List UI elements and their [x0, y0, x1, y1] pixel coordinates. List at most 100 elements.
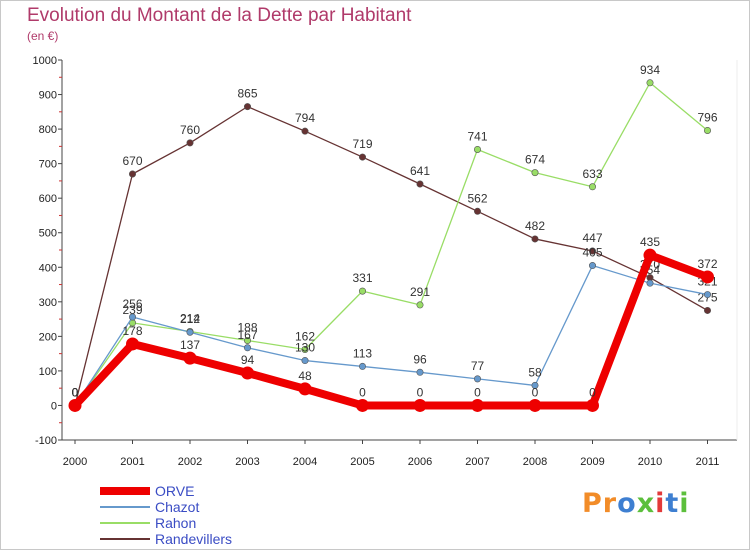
data-point [183, 351, 197, 365]
y-tick-label: 300 [39, 297, 57, 309]
chart-subtitle: (en €) [27, 29, 59, 43]
data-label: 212 [180, 312, 200, 326]
data-point [473, 375, 481, 383]
x-tick-label: 2011 [696, 456, 720, 468]
logo-letter: i [679, 488, 690, 519]
x-tick-label: 2006 [408, 456, 432, 468]
data-point [129, 313, 137, 321]
data-label: 291 [410, 285, 430, 299]
data-point [358, 287, 366, 295]
data-point [358, 153, 366, 161]
data-point [126, 337, 139, 351]
data-label: 137 [180, 338, 200, 352]
data-point [703, 291, 711, 299]
data-label: 719 [352, 137, 372, 151]
data-label: 113 [353, 346, 372, 360]
x-tick-label: 2008 [523, 456, 547, 468]
y-tick-label: 600 [39, 193, 57, 205]
data-point [244, 103, 252, 111]
data-label: 0 [532, 385, 539, 399]
chart-title: Evolution du Montant de la Dette par Hab… [27, 5, 412, 26]
y-tick-label: 800 [39, 124, 57, 136]
data-point [129, 170, 137, 178]
data-point [186, 328, 194, 336]
data-label: 482 [525, 219, 545, 233]
data-point [473, 145, 481, 153]
y-tick-label: -100 [35, 435, 57, 447]
data-point [586, 398, 599, 412]
data-label: 214 [180, 312, 200, 326]
data-label: 331 [352, 271, 372, 285]
logo-letter: r [602, 488, 618, 519]
data-label: 0 [72, 385, 79, 399]
data-point [643, 248, 657, 262]
x-tick-label: 2005 [350, 456, 374, 468]
series-rahon: 0 239 214 188 162 331 291 741 674 633 934 796 [71, 63, 718, 409]
data-point [646, 279, 654, 287]
logo-letter: o [617, 488, 637, 519]
data-point [301, 345, 309, 353]
data-point [301, 127, 309, 135]
logo-letter: x [636, 488, 656, 519]
data-label: 405 [582, 246, 602, 260]
x-tick-label: 2007 [465, 456, 489, 468]
data-label: 372 [697, 257, 717, 271]
data-label: 447 [582, 231, 602, 245]
data-point [703, 126, 711, 134]
logo-letter: t [665, 488, 680, 519]
data-point [358, 362, 366, 370]
legend-label: Rahon [155, 515, 196, 531]
data-point [646, 79, 654, 87]
data-point [244, 337, 252, 345]
logo-letter: P [582, 488, 603, 519]
data-label: 0 [417, 385, 424, 399]
data-point [298, 382, 312, 396]
y-tick-label: 0 [51, 400, 57, 412]
y-tick-label: 100 [39, 366, 57, 378]
data-point [301, 357, 309, 365]
data-label: 58 [528, 365, 542, 379]
series-line [71, 251, 712, 410]
data-point [588, 247, 596, 255]
data-label: 865 [237, 87, 257, 101]
data-point [701, 270, 714, 284]
data-point [416, 368, 424, 376]
data-point [241, 366, 254, 380]
data-label: 162 [295, 329, 315, 343]
data-point [244, 344, 252, 352]
data-label: 796 [697, 110, 717, 124]
data-point [471, 398, 484, 412]
data-label: 96 [413, 352, 427, 366]
data-label: 0 [474, 385, 481, 399]
y-tick-label: 700 [39, 159, 57, 171]
data-point [416, 180, 424, 188]
x-tick-label: 2000 [63, 456, 87, 468]
data-point [186, 139, 194, 147]
data-point [413, 398, 427, 412]
data-label: 674 [525, 153, 545, 167]
data-label: 0 [72, 385, 79, 399]
legend-label: Chazot [155, 499, 199, 515]
series-orve: 0 178 137 94 48 0 0 0 0 0 435 372 [68, 235, 718, 412]
data-label: 0 [72, 385, 79, 399]
data-label: 633 [582, 167, 602, 181]
data-label: 760 [180, 123, 200, 137]
data-label: 48 [298, 369, 312, 383]
data-label: 178 [122, 324, 142, 338]
data-label: 435 [640, 235, 660, 249]
data-point [356, 398, 369, 412]
series-line [74, 264, 709, 407]
y-tick-label: 400 [39, 262, 57, 274]
data-point [68, 398, 82, 412]
data-label: 741 [467, 129, 487, 143]
data-label: 794 [295, 111, 315, 125]
data-label: 77 [471, 359, 485, 373]
x-tick-label: 2002 [178, 456, 202, 468]
series-randevillers: 0670760865794719641562482447370275 [71, 87, 718, 409]
x-tick-label: 2009 [580, 456, 604, 468]
y-tick-label: 900 [39, 90, 57, 102]
data-label: 94 [241, 353, 255, 367]
x-tick-label: 2003 [235, 456, 259, 468]
